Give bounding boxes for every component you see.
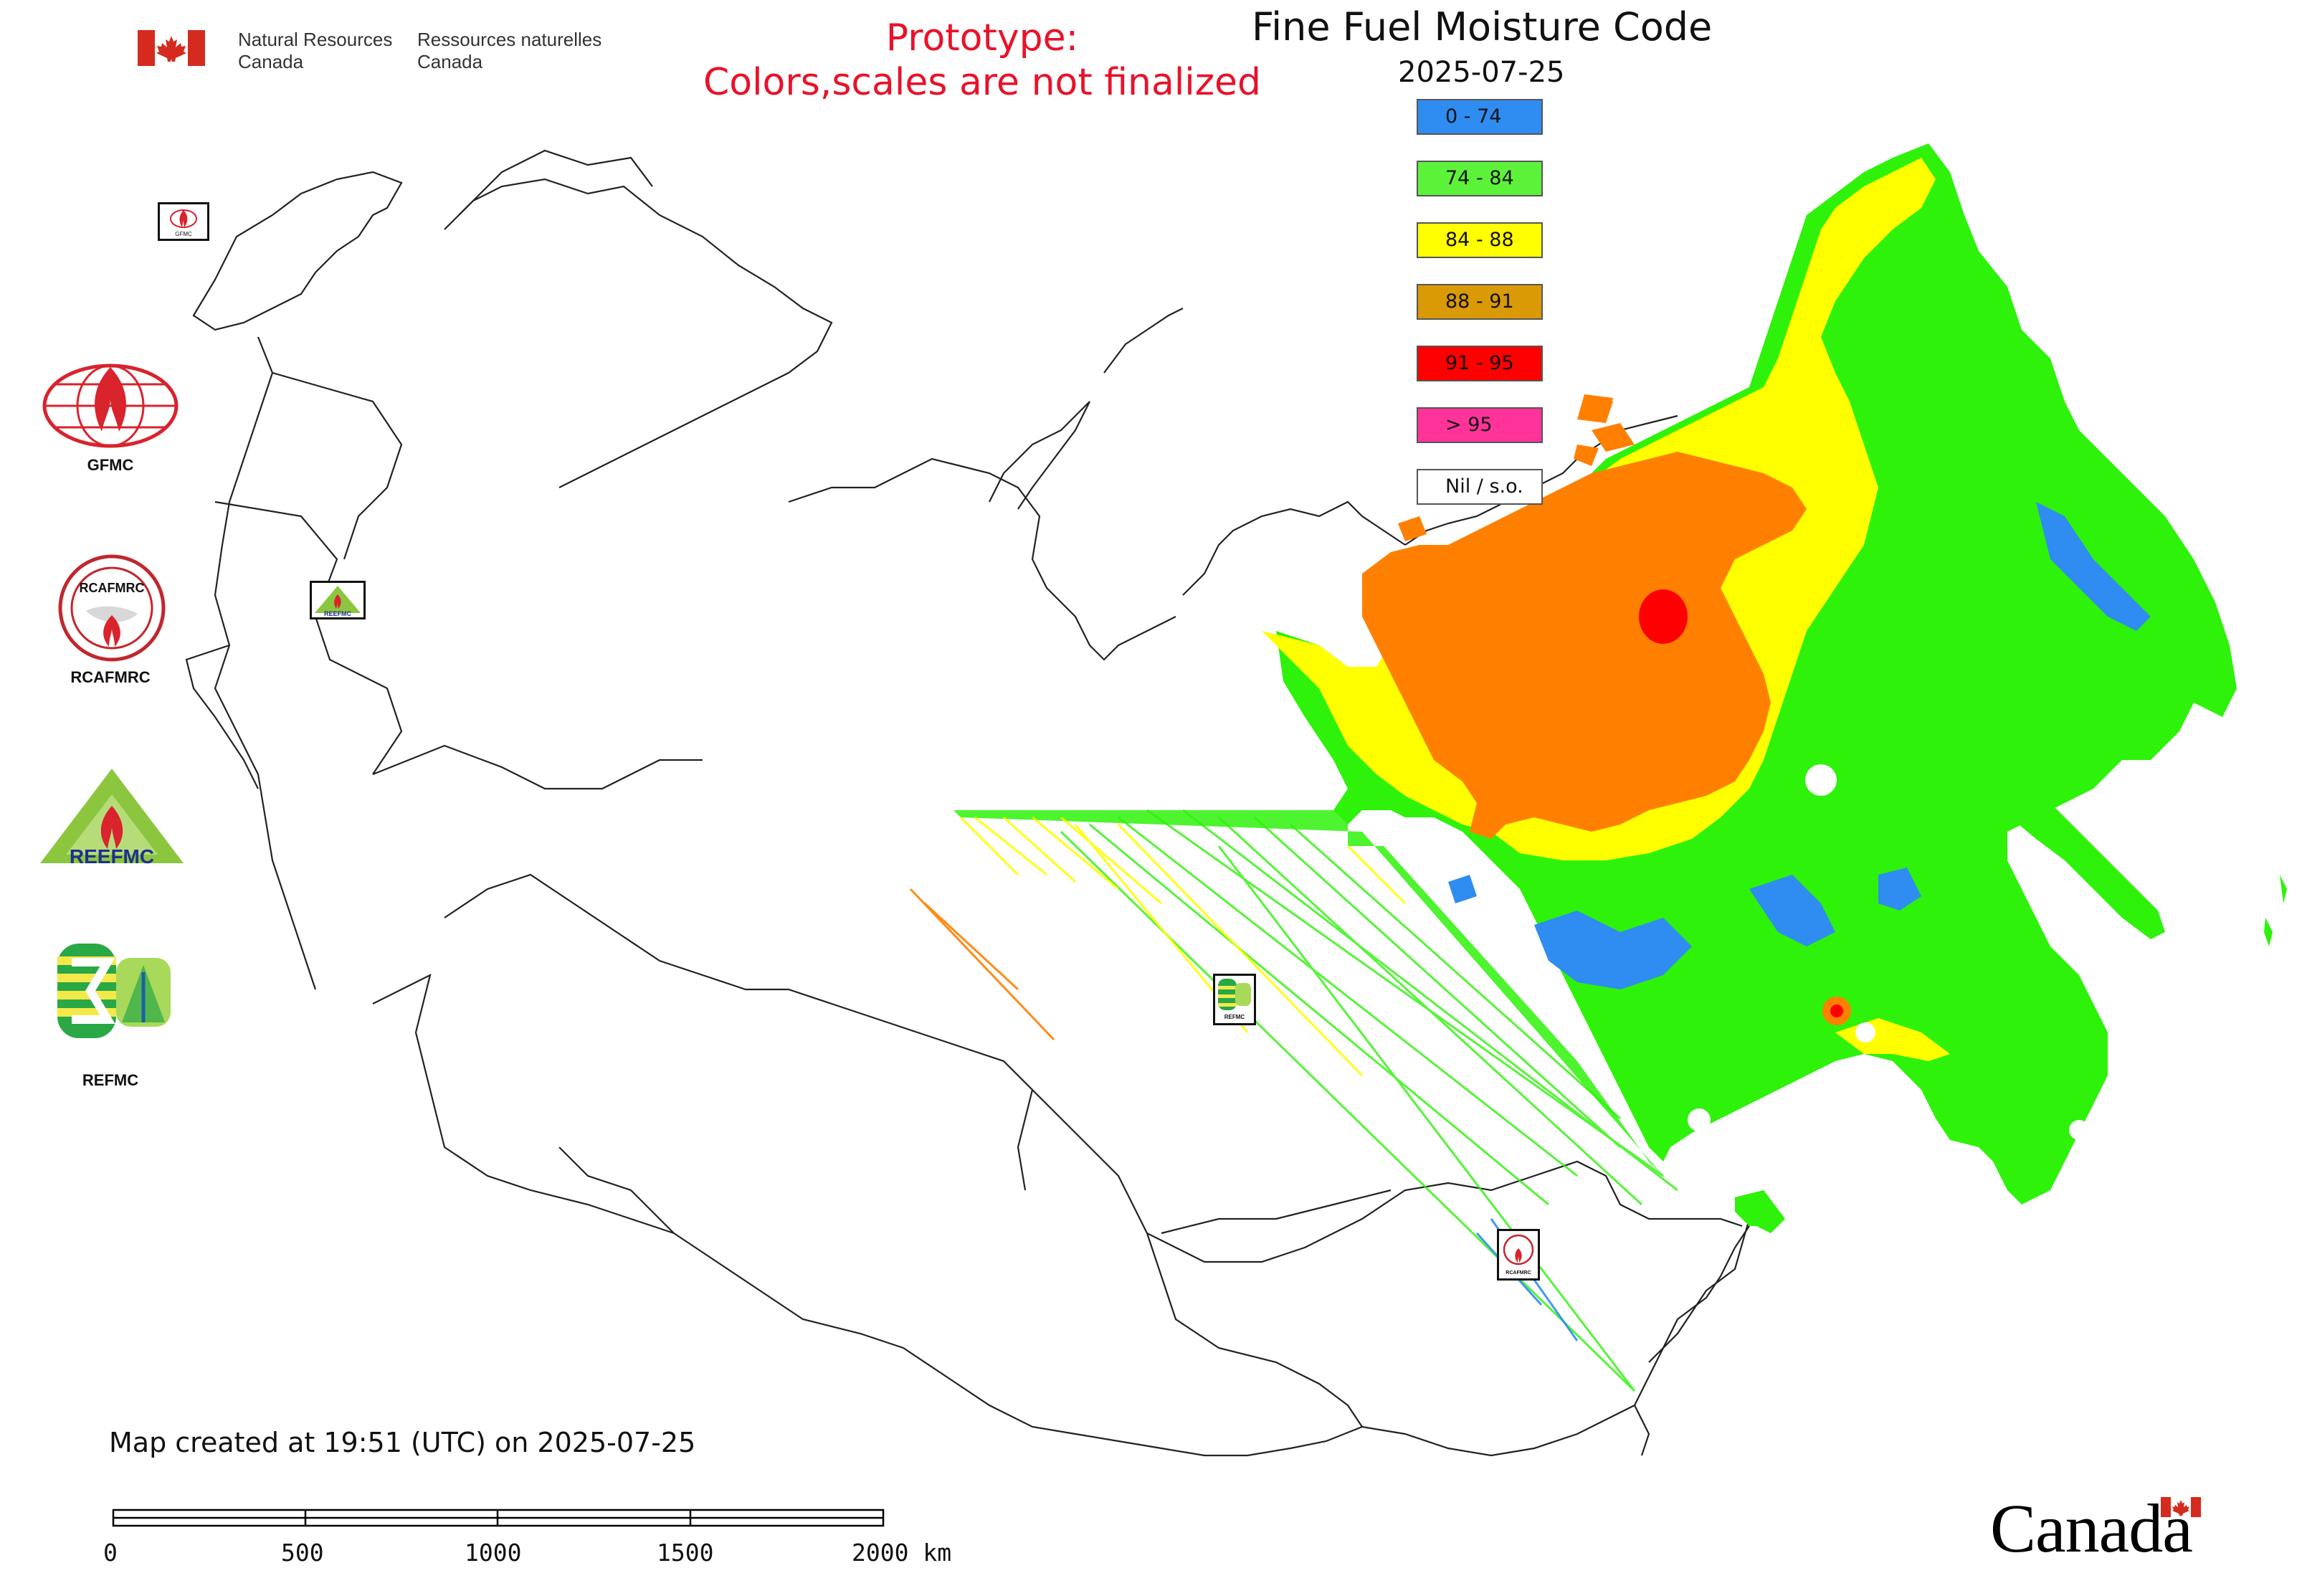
canada-wordmark-flag-icon <box>2161 1497 2201 1517</box>
gfmc-logo-caption: GFMC <box>87 456 134 474</box>
svg-text:REEFMC: REEFMC <box>70 845 154 868</box>
ffmc-raster <box>909 143 2287 1392</box>
agency-name-en: Natural Resources Canada <box>238 29 393 72</box>
canada-flag-icon <box>138 30 205 66</box>
reefmc-marker-icon: REEFMC <box>310 581 366 619</box>
map-created-text: Map created at 19:51 (UTC) on 2025-07-25 <box>109 1427 696 1458</box>
gfmc-logo-icon <box>40 363 181 449</box>
legend-item-88-91: 88 - 91 <box>1417 284 1543 320</box>
scale-label-500: 500 <box>281 1539 324 1567</box>
scale-label-2000: 2000 km <box>852 1539 952 1567</box>
prototype-notice-line1: Prototype: <box>885 16 1079 60</box>
legend-item-over-95: > 95 <box>1417 407 1543 443</box>
reefmc-logo-icon: REEFMC <box>36 766 188 869</box>
gfmc-marker-icon: GFMC <box>158 202 209 241</box>
svg-text:REEFMC: REEFMC <box>324 610 352 617</box>
map-date: 2025-07-25 <box>1398 56 1565 89</box>
svg-text:GFMC: GFMC <box>175 231 192 237</box>
rcafmrc-logo-caption: RCAFMRC <box>70 668 151 686</box>
legend-item-74-84: 74 - 84 <box>1417 161 1543 196</box>
svg-text:REFMC: REFMC <box>1224 1014 1245 1020</box>
map-title: Fine Fuel Moisture Code <box>1252 4 1713 49</box>
canada-wordmark: Canada <box>1990 1488 2227 1574</box>
legend-item-nil: Nil / s.o. <box>1417 469 1543 505</box>
legend-item-91-95: 91 - 95 <box>1417 346 1543 381</box>
rcafmrc-marker-icon: RCAFMRC <box>1497 1229 1540 1281</box>
canada-wordmark-text: Canada <box>1990 1490 2193 1567</box>
legend-item-84-88: 84 - 88 <box>1417 222 1543 258</box>
svg-text:RCAFMRC: RCAFMRC <box>80 581 145 595</box>
scale-label-0: 0 <box>103 1539 118 1567</box>
rcafmrc-logo-icon: RCAFMRC <box>57 554 166 662</box>
refmc-logo-caption: REFMC <box>82 1071 139 1089</box>
agency-name-fr: Ressources naturelles Canada <box>417 29 602 72</box>
legend-item-0-74: 0 - 74 <box>1417 99 1543 135</box>
scale-bar <box>112 1509 885 1527</box>
country-borders <box>185 149 1771 1457</box>
refmc-logo-icon <box>57 944 172 1038</box>
scale-label-1000: 1000 <box>465 1539 522 1567</box>
svg-text:RCAFMRC: RCAFMRC <box>1506 1270 1531 1276</box>
prototype-notice-line2: Colors,scales are not finalized <box>703 61 1262 104</box>
refmc-marker-icon: REFMC <box>1213 974 1256 1025</box>
scale-label-1500: 1500 <box>657 1539 714 1567</box>
prototype-notice: Prototype: Colors,scales are not finaliz… <box>645 16 1319 105</box>
